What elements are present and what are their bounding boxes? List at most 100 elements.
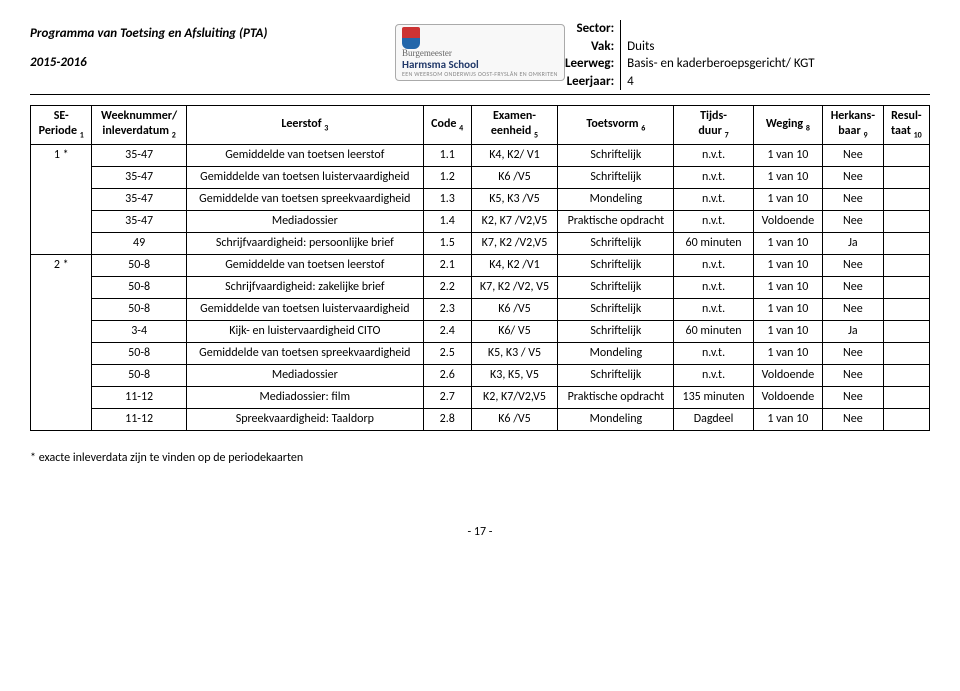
cell-toetsvorm: Praktische opdracht <box>558 386 674 408</box>
cell-leerstof: Gemiddelde van toetsen luistervaardighei… <box>186 166 423 188</box>
cell-toetsvorm: Schriftelijk <box>558 232 674 254</box>
cell-resultaat <box>883 232 929 254</box>
cell-exameneenheid: K6 /V5 <box>471 166 558 188</box>
col-header-6: Tijds-duur 7 <box>674 106 753 144</box>
cell-week: 11-12 <box>92 386 186 408</box>
logo-crest-icon <box>402 27 420 49</box>
cell-week: 35-47 <box>92 166 186 188</box>
cell-week: 35-47 <box>92 144 186 166</box>
header-left: Programma van Toetsing en Afsluiting (PT… <box>30 20 395 70</box>
cell-tijdsduur: n.v.t. <box>674 254 753 276</box>
cell-resultaat <box>883 386 929 408</box>
cell-code: 2.8 <box>423 408 471 430</box>
cell-leerstof: Mediadossier: film <box>186 386 423 408</box>
cell-toetsvorm: Mondeling <box>558 188 674 210</box>
cell-herkansbaar: Nee <box>823 276 884 298</box>
header-values: Duits Basis- en kaderberoepsgericht/ KGT… <box>627 20 814 90</box>
cell-periode: 2 * <box>31 254 92 430</box>
cell-weging: Voldoende <box>753 386 822 408</box>
cell-weging: 1 van 10 <box>753 166 822 188</box>
cell-week: 3-4 <box>92 320 186 342</box>
cell-weging: 1 van 10 <box>753 144 822 166</box>
cell-toetsvorm: Mondeling <box>558 408 674 430</box>
pta-table: SE-Periode 1Weeknummer/inleverdatum 2Lee… <box>30 105 930 430</box>
cell-resultaat <box>883 408 929 430</box>
cell-code: 1.1 <box>423 144 471 166</box>
cell-resultaat <box>883 254 929 276</box>
table-row: 1 *35-47Gemiddelde van toetsen leerstof1… <box>31 144 930 166</box>
cell-tijdsduur: n.v.t. <box>674 144 753 166</box>
cell-code: 2.4 <box>423 320 471 342</box>
cell-code: 2.5 <box>423 342 471 364</box>
cell-leerstof: Gemiddelde van toetsen leerstof <box>186 144 423 166</box>
cell-tijdsduur: 60 minuten <box>674 232 753 254</box>
cell-week: 50-8 <box>92 254 186 276</box>
col-header-9: Resul-taat 10 <box>883 106 929 144</box>
table-row: 35-47Mediadossier1.4K2, K7 /V2,V5Praktis… <box>31 210 930 232</box>
doc-year: 2015-2016 <box>30 55 395 70</box>
cell-exameneenheid: K2, K7 /V2,V5 <box>471 210 558 232</box>
col-header-8: Herkans-baar 9 <box>823 106 884 144</box>
label-vak: Vak: <box>565 38 614 56</box>
cell-toetsvorm: Schriftelijk <box>558 298 674 320</box>
cell-resultaat <box>883 188 929 210</box>
table-row: 3-4Kijk- en luistervaardigheid CITO2.4K6… <box>31 320 930 342</box>
table-row: 50-8Gemiddelde van toetsen spreekvaardig… <box>31 342 930 364</box>
cell-resultaat <box>883 320 929 342</box>
label-leerjaar: Leerjaar: <box>565 73 614 91</box>
value-leerweg: Basis- en kaderberoepsgericht/ KGT <box>627 55 814 73</box>
cell-code: 2.2 <box>423 276 471 298</box>
table-row: 50-8Schrijfvaardigheid: zakelijke brief2… <box>31 276 930 298</box>
cell-week: 50-8 <box>92 276 186 298</box>
cell-tijdsduur: 135 minuten <box>674 386 753 408</box>
footnote: * exacte inleverdata zijn te vinden op d… <box>30 451 930 465</box>
cell-week: 35-47 <box>92 188 186 210</box>
cell-herkansbaar: Ja <box>823 320 884 342</box>
cell-weging: Voldoende <box>753 210 822 232</box>
table-row: 50-8Gemiddelde van toetsen luistervaardi… <box>31 298 930 320</box>
cell-resultaat <box>883 144 929 166</box>
cell-resultaat <box>883 364 929 386</box>
cell-leerstof: Mediadossier <box>186 210 423 232</box>
cell-periode: 1 * <box>31 144 92 254</box>
cell-code: 1.3 <box>423 188 471 210</box>
cell-tijdsduur: n.v.t. <box>674 188 753 210</box>
header-center: Burgemeester Harmsma School EEN WEERSOM … <box>395 20 565 81</box>
cell-toetsvorm: Mondeling <box>558 342 674 364</box>
cell-code: 2.7 <box>423 386 471 408</box>
cell-tijdsduur: 60 minuten <box>674 320 753 342</box>
cell-toetsvorm: Schriftelijk <box>558 166 674 188</box>
cell-tijdsduur: n.v.t. <box>674 276 753 298</box>
cell-code: 2.3 <box>423 298 471 320</box>
cell-leerstof: Mediadossier <box>186 364 423 386</box>
header-right: Sector: Vak: Leerweg: Leerjaar: Duits Ba… <box>565 20 930 90</box>
cell-exameneenheid: K7, K2 /V2, V5 <box>471 276 558 298</box>
cell-week: 11-12 <box>92 408 186 430</box>
table-row: 35-47Gemiddelde van toetsen luistervaard… <box>31 166 930 188</box>
col-header-4: Examen-eenheid 5 <box>471 106 558 144</box>
header-labels: Sector: Vak: Leerweg: Leerjaar: <box>565 20 621 90</box>
cell-herkansbaar: Nee <box>823 210 884 232</box>
cell-herkansbaar: Nee <box>823 188 884 210</box>
cell-leerstof: Schrijfvaardigheid: persoonlijke brief <box>186 232 423 254</box>
cell-exameneenheid: K5, K3 / V5 <box>471 342 558 364</box>
cell-tijdsduur: Dagdeel <box>674 408 753 430</box>
cell-week: 50-8 <box>92 342 186 364</box>
doc-title: Programma van Toetsing en Afsluiting (PT… <box>30 26 395 41</box>
cell-weging: 1 van 10 <box>753 342 822 364</box>
cell-resultaat <box>883 298 929 320</box>
cell-weging: 1 van 10 <box>753 408 822 430</box>
col-header-5: Toetsvorm 6 <box>558 106 674 144</box>
school-logo: Burgemeester Harmsma School EEN WEERSOM … <box>395 24 565 81</box>
cell-herkansbaar: Nee <box>823 342 884 364</box>
cell-week: 49 <box>92 232 186 254</box>
cell-leerstof: Schrijfvaardigheid: zakelijke brief <box>186 276 423 298</box>
logo-sub: EEN WEERSOM ONDERWIJS OOST-FRYSLÂN EN OM… <box>402 71 558 78</box>
cell-leerstof: Kijk- en luistervaardigheid CITO <box>186 320 423 342</box>
table-head: SE-Periode 1Weeknummer/inleverdatum 2Lee… <box>31 106 930 144</box>
cell-herkansbaar: Nee <box>823 386 884 408</box>
page-number: - 17 - <box>30 525 930 539</box>
cell-weging: 1 van 10 <box>753 232 822 254</box>
cell-weging: Voldoende <box>753 364 822 386</box>
cell-herkansbaar: Nee <box>823 364 884 386</box>
